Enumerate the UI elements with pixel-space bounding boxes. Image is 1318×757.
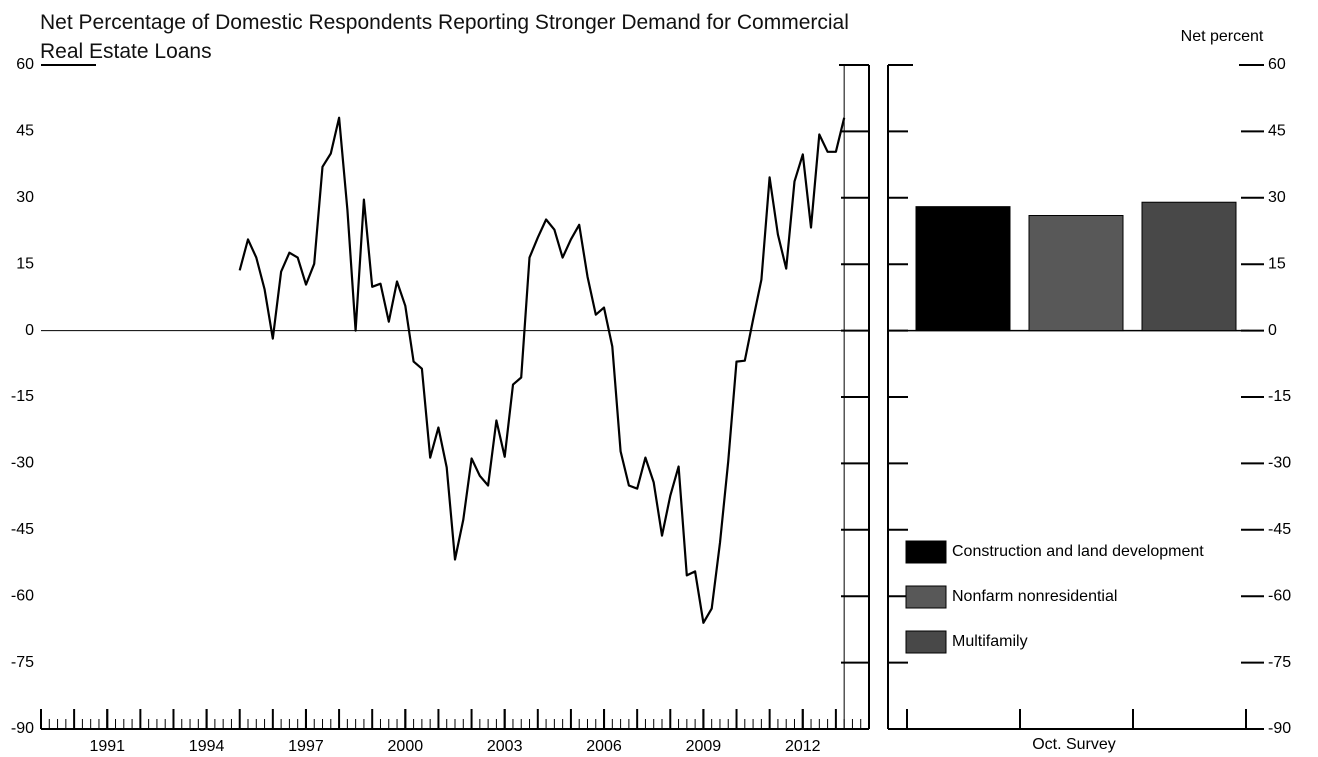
x-tick-label: 2012 (785, 738, 821, 755)
data-line (238, 116, 846, 624)
x-tick-label: 2003 (487, 738, 523, 755)
bar (1028, 215, 1124, 332)
y-tick-label: -15 (1268, 388, 1291, 405)
legend-swatch (905, 585, 947, 609)
y-tick-label: -30 (1268, 455, 1291, 472)
x-tick-label: 1991 (89, 738, 125, 755)
legend-swatch (905, 630, 947, 654)
y-tick-label: -90 (1268, 720, 1291, 737)
legend-swatch (905, 540, 947, 564)
y-tick-label: -75 (1268, 654, 1291, 671)
y-tick-label: -75 (11, 654, 34, 671)
legend-label: Construction and land development (952, 543, 1204, 560)
x-tick-label: 2006 (586, 738, 622, 755)
y-tick-label: 45 (16, 123, 34, 140)
chart-title: Net Percentage of Domestic Respondents R… (40, 11, 849, 63)
x-tick-label: 2000 (388, 738, 424, 755)
bar (915, 206, 1011, 332)
y-tick-label: 15 (1268, 255, 1286, 272)
y-axis-label: Net percent (1181, 28, 1264, 45)
y-tick-label: 60 (1268, 56, 1286, 73)
x-tick-label: 2009 (686, 738, 722, 755)
y-tick-label: -60 (1268, 587, 1291, 604)
y-tick-label: 15 (16, 255, 34, 272)
y-tick-label: 60 (16, 56, 34, 73)
bar (1141, 201, 1237, 332)
x-tick-label: 1994 (189, 738, 225, 755)
y-tick-label: -30 (11, 455, 34, 472)
y-tick-label: 0 (1268, 322, 1277, 339)
legend-label: Nonfarm nonresidential (952, 588, 1117, 605)
legend-label: Multifamily (952, 633, 1028, 650)
y-tick-label: -15 (11, 388, 34, 405)
y-tick-label: 0 (25, 322, 34, 339)
y-tick-label: -90 (11, 720, 34, 737)
x-axis-label: Oct. Survey (1032, 736, 1116, 753)
y-tick-label: 30 (16, 189, 34, 206)
y-tick-label: 30 (1268, 189, 1286, 206)
y-tick-label: -45 (11, 521, 34, 538)
y-tick-label: -45 (1268, 521, 1291, 538)
x-tick-label: 1997 (288, 738, 324, 755)
y-tick-label: 45 (1268, 123, 1286, 140)
y-tick-label: -60 (11, 587, 34, 604)
